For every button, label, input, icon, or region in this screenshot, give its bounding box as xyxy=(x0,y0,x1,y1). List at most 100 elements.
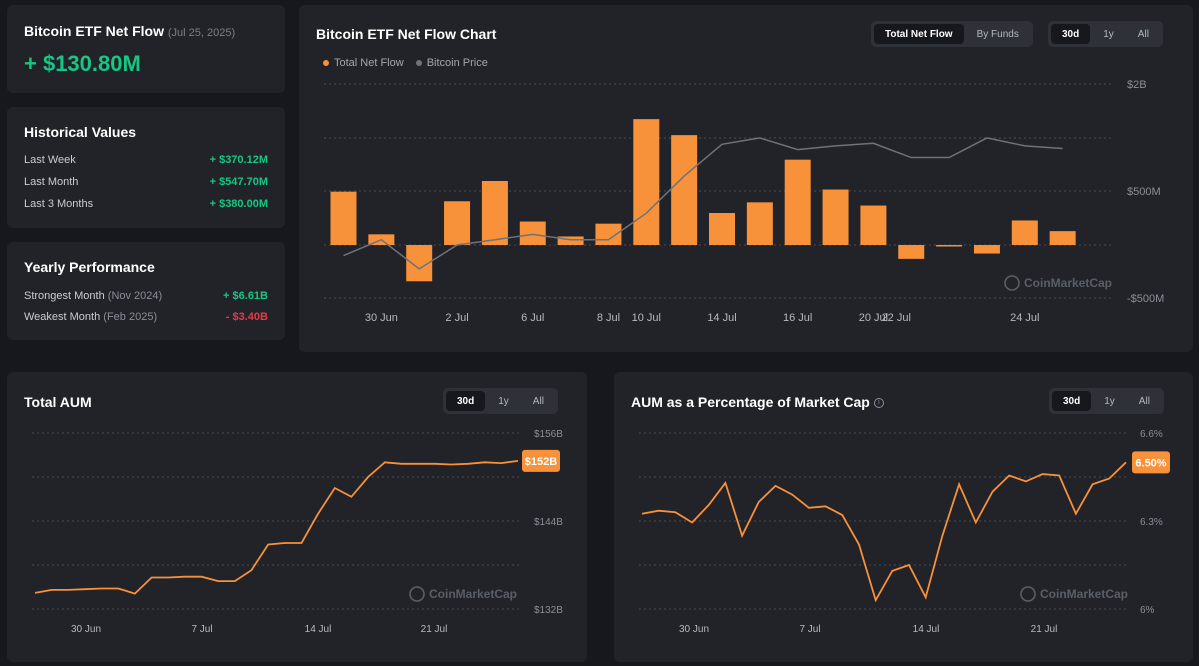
yearly-label-text: Strongest Month xyxy=(24,290,105,302)
netflow-title-text: Bitcoin ETF Net Flow xyxy=(24,23,164,39)
historical-value: + $370.12M xyxy=(209,154,268,166)
range-1y[interactable]: 1y xyxy=(498,395,509,407)
flow-range-toggle: 30d 1y All xyxy=(1048,21,1163,47)
historical-value: + $547.70M xyxy=(209,176,268,188)
legend-total-net-flow[interactable]: Total Net Flow xyxy=(323,57,404,69)
flow-bar xyxy=(822,189,849,245)
flow-bar xyxy=(936,245,963,247)
range-all[interactable]: All xyxy=(1137,28,1149,40)
pct-title-text: AUM as a Percentage of Market Cap xyxy=(631,394,870,410)
y-tick-label: 6.3% xyxy=(1140,517,1163,528)
y-tick-label: -$500M xyxy=(1127,293,1164,305)
range-all[interactable]: All xyxy=(1138,395,1150,407)
x-tick-label: 22 Jul xyxy=(882,312,911,324)
netflow-value: + $130.80M xyxy=(24,51,141,76)
y-tick-label: $132B xyxy=(534,605,563,616)
range-30d[interactable]: 30d xyxy=(1051,24,1091,44)
pct-range-toggle: 30d 1y All xyxy=(1049,388,1164,414)
flow-bar xyxy=(519,221,546,245)
pct-panel: AUM as a Percentage of Market Cap i 30d 1… xyxy=(614,372,1193,662)
flow-bar xyxy=(784,159,811,245)
flow-bar xyxy=(633,119,660,245)
coinmarketcap-logo-icon xyxy=(1020,586,1036,602)
aum-chart: $156B $144B $132B 30 Jun 7 Jul 14 Jul 21 Jul $1… xyxy=(32,429,563,635)
x-tick-label: 30 Jun xyxy=(679,624,709,635)
flow-bar xyxy=(444,201,471,245)
yearly-label-text: Weakest Month xyxy=(24,311,101,323)
y-tick-label: $144B xyxy=(534,517,563,528)
bitcoin-price-line xyxy=(343,137,1063,270)
range-30d[interactable]: 30d xyxy=(1052,391,1092,411)
y-tick-label: $500M xyxy=(1127,186,1161,198)
yearly-row: Weakest Month (Feb 2025) - $3.40B xyxy=(24,311,268,323)
flow-view-toggle: Total Net Flow By Funds xyxy=(871,21,1033,47)
aum-title: Total AUM xyxy=(24,394,92,410)
x-tick-label: 21 Jul xyxy=(421,624,448,635)
info-icon[interactable]: i xyxy=(873,398,884,409)
flow-bar xyxy=(898,245,925,259)
current-value-badge xyxy=(1132,451,1170,474)
pct-title: AUM as a Percentage of Market Cap i xyxy=(631,394,884,410)
x-tick-label: 8 Jul xyxy=(597,312,620,324)
yearly-period: (Nov 2024) xyxy=(107,290,163,302)
legend-dot-orange-icon xyxy=(323,60,329,67)
historical-label: Last Month xyxy=(24,176,79,188)
flow-legend: Total Net Flow Bitcoin Price xyxy=(323,57,488,69)
x-tick-label: 30 Jun xyxy=(365,312,398,324)
flow-chart-panel: Bitcoin ETF Net Flow Chart Total Net Flo… xyxy=(299,5,1193,352)
legend-label: Total Net Flow xyxy=(334,57,404,69)
flow-bar xyxy=(709,213,735,245)
aum-panel: Total AUM 30d 1y All $156B $144B $132B 30 J… xyxy=(7,372,587,662)
pct-chart: 6.6% 6.3% 6% 30 Jun 7 Jul 14 Jul 21 Jul 6.50% Co… xyxy=(639,429,1170,635)
flow-bar xyxy=(481,181,508,245)
x-tick-label: 30 Jun xyxy=(71,624,101,635)
watermark-text: CoinMarketCap xyxy=(1024,276,1112,290)
y-tick-label: 6.6% xyxy=(1140,429,1163,440)
range-30d[interactable]: 30d xyxy=(446,391,486,411)
historical-row: Last Week + $370.12M xyxy=(24,154,268,166)
netflow-date: (Jul 25, 2025) xyxy=(167,27,236,39)
x-tick-label: 14 Jul xyxy=(707,312,736,324)
yearly-label: Strongest Month (Nov 2024) xyxy=(24,290,162,302)
tab-by-funds[interactable]: By Funds xyxy=(976,28,1019,40)
flow-bar xyxy=(330,191,357,245)
yearly-row: Strongest Month (Nov 2024) + $6.61B xyxy=(24,290,268,302)
watermark-text: CoinMarketCap xyxy=(1040,587,1128,601)
series-line xyxy=(641,461,1127,603)
range-1y[interactable]: 1y xyxy=(1103,28,1114,40)
legend-label: Bitcoin Price xyxy=(426,57,488,69)
flow-chart: $2B $500M -$500M 30 Jun 2 Jul 6 Jul 8 Jul 10 Ju… xyxy=(324,79,1164,324)
x-tick-label: 2 Jul xyxy=(445,312,468,324)
x-tick-label: 20 Jul xyxy=(859,312,888,324)
legend-bitcoin-price[interactable]: Bitcoin Price xyxy=(415,57,488,69)
tab-total-net-flow[interactable]: Total Net Flow xyxy=(874,24,964,44)
y-tick-label: 6% xyxy=(1140,605,1155,616)
yearly-card: Yearly Performance Strongest Month (Nov … xyxy=(7,242,285,340)
x-tick-label: 14 Jul xyxy=(913,624,940,635)
yearly-title: Yearly Performance xyxy=(24,259,155,275)
current-value-text: 6.50% xyxy=(1135,457,1166,469)
range-all[interactable]: All xyxy=(532,395,544,407)
range-1y[interactable]: 1y xyxy=(1104,395,1115,407)
coinmarketcap-logo-icon xyxy=(409,586,425,602)
historical-label: Last 3 Months xyxy=(24,198,94,210)
historical-row: Last Month + $547.70M xyxy=(24,176,268,188)
flow-bar xyxy=(860,205,887,245)
historical-label: Last Week xyxy=(24,154,76,166)
flow-bar xyxy=(595,223,622,245)
series-line xyxy=(34,460,519,595)
current-value-badge xyxy=(522,449,560,472)
yearly-value: - $3.40B xyxy=(225,311,268,323)
flow-bar xyxy=(671,135,698,245)
yearly-value: + $6.61B xyxy=(223,290,268,302)
historical-card: Historical Values Last Week + $370.12M L… xyxy=(7,107,285,228)
flow-bar xyxy=(973,245,1000,254)
x-tick-label: 7 Jul xyxy=(799,624,820,635)
coinmarketcap-logo-icon xyxy=(1004,275,1020,291)
y-tick-label: $2B xyxy=(1127,79,1147,91)
legend-dot-gray-icon xyxy=(415,60,422,67)
yearly-label: Weakest Month (Feb 2025) xyxy=(24,311,157,323)
y-tick-label: $156B xyxy=(534,429,563,440)
aum-range-toggle: 30d 1y All xyxy=(443,388,558,414)
watermark-text: CoinMarketCap xyxy=(429,587,517,601)
